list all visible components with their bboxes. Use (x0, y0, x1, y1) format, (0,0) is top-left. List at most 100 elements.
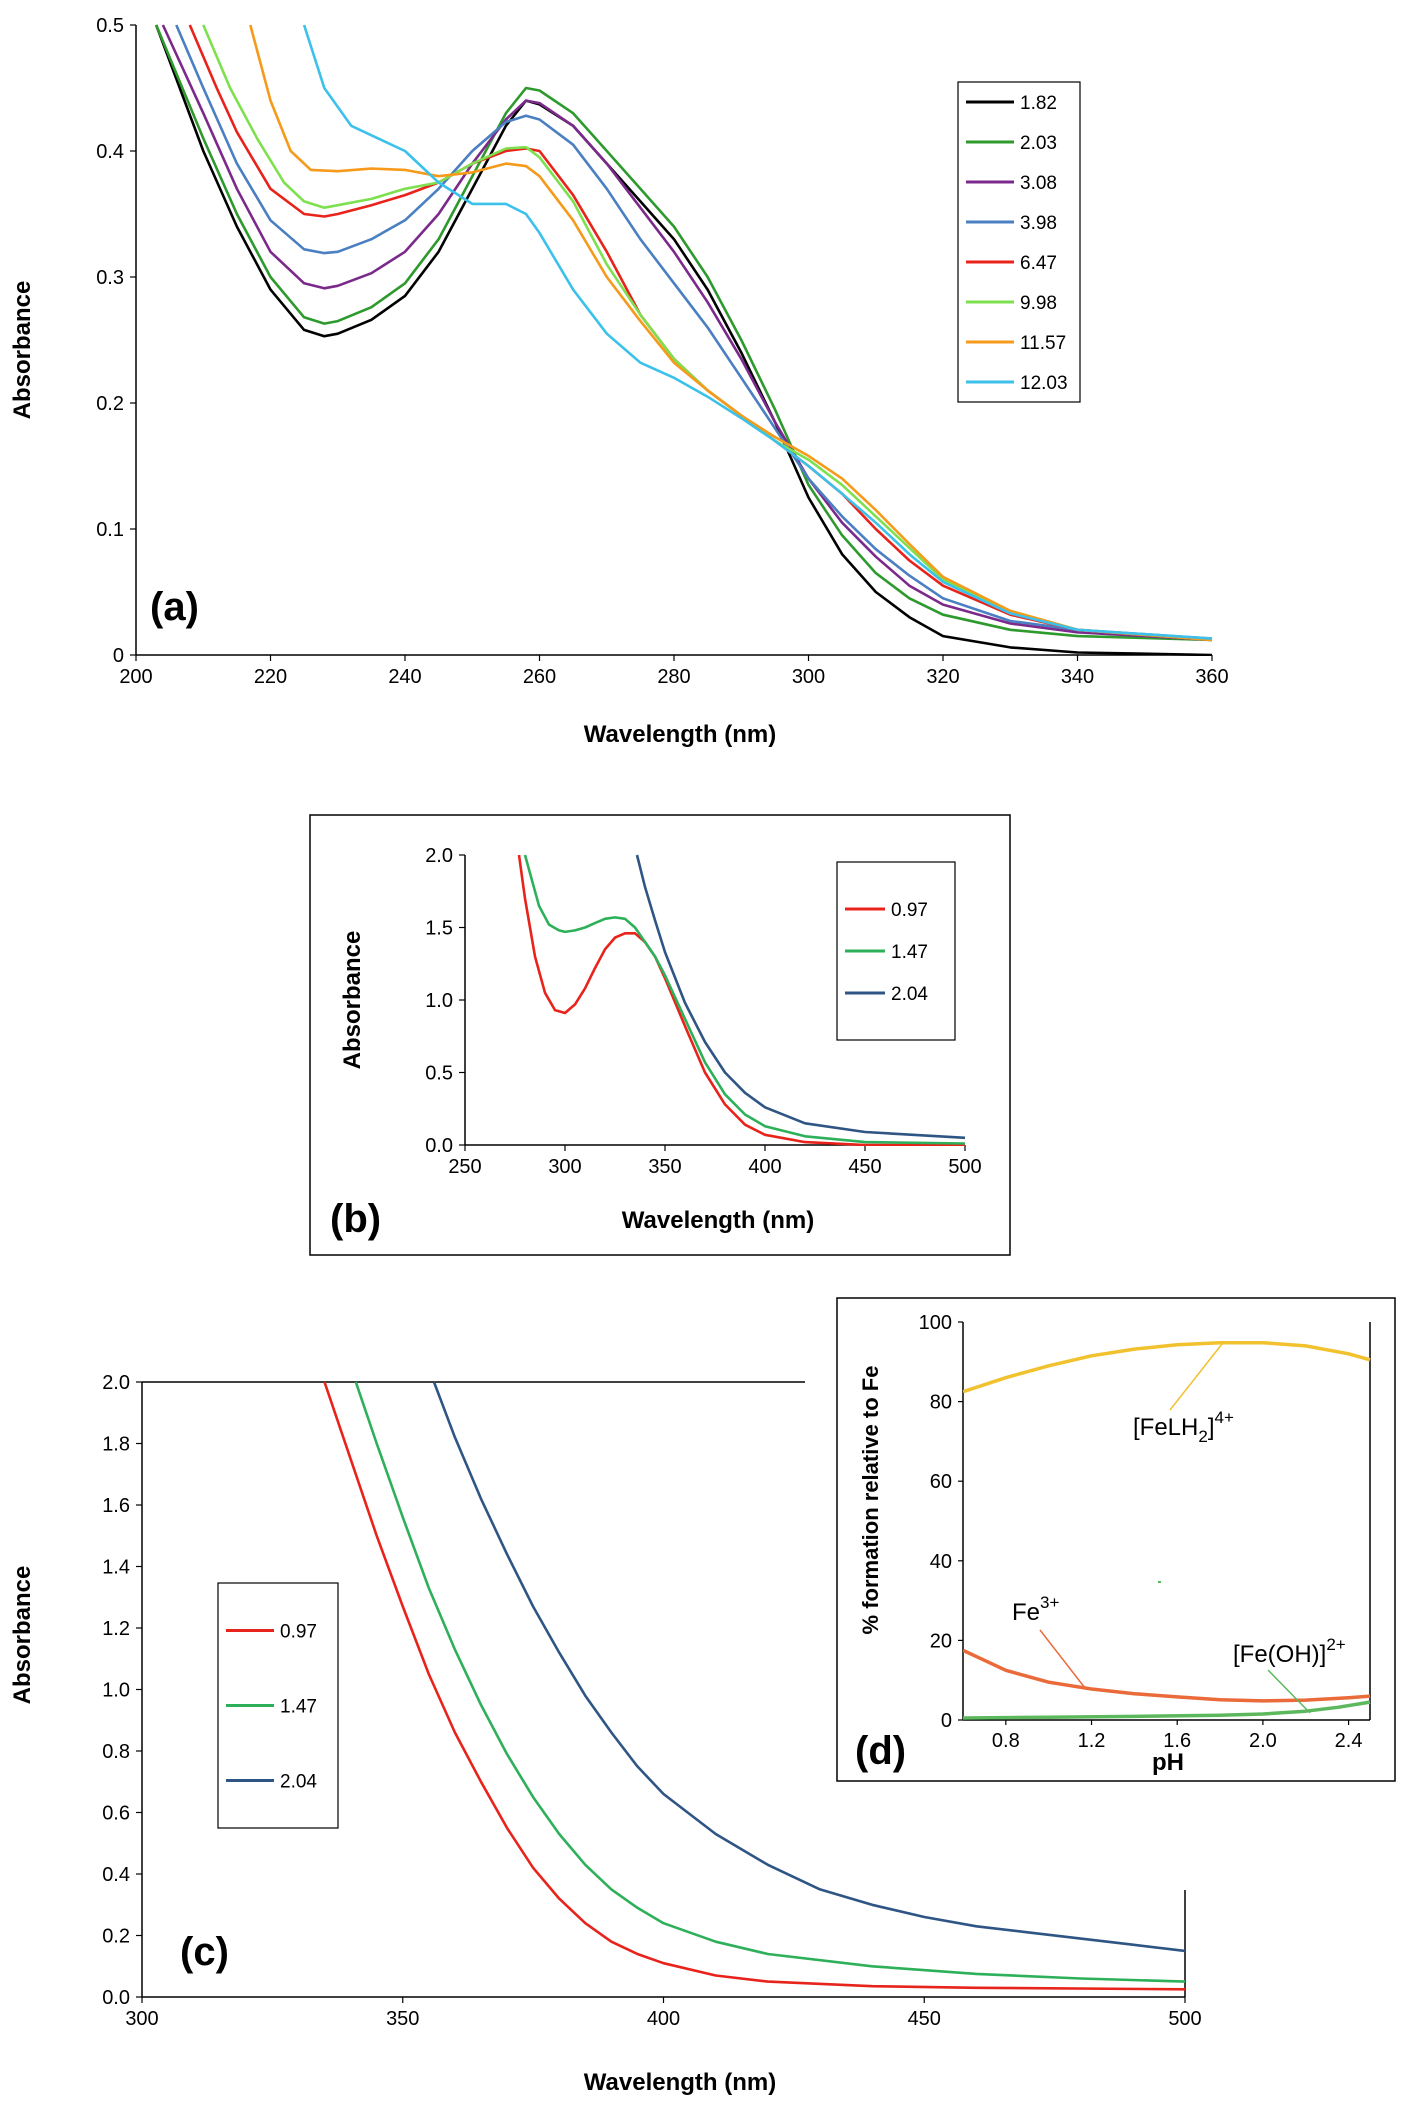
panel-c-legend-label: 0.97 (280, 1622, 317, 1643)
panel-d-ytick-label: 40 (930, 1551, 952, 1573)
panel-b-legend-label: 0.97 (891, 900, 928, 921)
panel-b-ytick-label: 0.0 (425, 1135, 453, 1157)
panel-d-annotation-fe3: Fe3+ (1012, 1593, 1059, 1626)
panel-d-xlabel: pH (1152, 1749, 1184, 1776)
panel-d-annotation-fe3-leader (1039, 1629, 1086, 1689)
panel-a-series-9-98 (202, 24, 1213, 642)
panel-d-ytick-label: 20 (930, 1630, 952, 1652)
panel-b-ytick-label: 1.0 (425, 990, 453, 1012)
panel-c-ylabel: Absorbance (9, 1566, 36, 1705)
panel-b-ytick-label: 1.5 (425, 918, 453, 940)
panel-a-series-6-47 (188, 24, 1213, 642)
panel-b-xtick-label: 450 (848, 1156, 881, 1178)
panel-a-xtick-label: 280 (657, 666, 690, 688)
panel-a-legend-label: 3.08 (1020, 173, 1057, 194)
panel-a-series-3-98 (175, 24, 1213, 640)
panel-d-xtick-label: 2.4 (1335, 1730, 1363, 1752)
panel-a-legend-label: 6.47 (1020, 253, 1057, 274)
panel-c-ytick-label: 1.2 (102, 1618, 130, 1640)
panel-b-series-2-04 (635, 854, 966, 1140)
panel-b-legend-label: 2.04 (891, 984, 928, 1005)
panel-c-xtick-label: 450 (908, 2008, 941, 2030)
panel-c-ytick-label: 0.0 (102, 1987, 130, 2009)
panel-a-legend-label: 12.03 (1020, 373, 1068, 394)
panel-d-series--Fe-OH-2- (963, 1700, 1371, 1720)
panel-b-ylabel: Absorbance (339, 931, 366, 1070)
panel-b-xtick-label: 300 (548, 1156, 581, 1178)
panel-d-series-Fe3- (963, 1648, 1371, 1703)
panel-b-legend-label: 1.47 (891, 942, 928, 963)
panel-c-xtick-label: 300 (125, 2008, 158, 2030)
panel-d-xtick-label: 1.6 (1163, 1730, 1191, 1752)
panel-a-xtick-label: 300 (792, 666, 825, 688)
panel-c-series-2-04 (432, 1381, 1186, 1953)
panel-c-xtick-label: 350 (386, 2008, 419, 2030)
panel-d-annotation-feoh: [Fe(OH)]2+ (1233, 1635, 1346, 1668)
panel-a-xtick-label: 340 (1061, 666, 1094, 688)
panel-c-ytick-label: 0.8 (102, 1741, 130, 1763)
panel-c-ytick-label: 0.6 (102, 1803, 130, 1825)
panel-a-xtick-label: 220 (254, 666, 287, 688)
panel-b-frame (309, 814, 1011, 1256)
panel-a-ytick-label: 0 (113, 645, 124, 667)
panel-c: (c) Wavelength (nm) Absorbance 0.0 0.2 0.4… (9, 1372, 1202, 2096)
panel-a-ytick-label: 0.3 (96, 267, 124, 289)
panel-c-xtick-label: 500 (1168, 2008, 1201, 2030)
panel-a-ytick-label: 0.5 (96, 15, 124, 37)
panel-a-ytick-label: 0.1 (96, 519, 124, 541)
panel-d-ytick-label: 100 (919, 1312, 952, 1334)
panel-a-series-2-03 (154, 24, 1213, 642)
panel-b: (b) Wavelength (nm) Absorbance 0.0 0.5 1.0… (309, 814, 1011, 1256)
panel-d-ytick-label: 60 (930, 1471, 952, 1493)
panel-d-label: (d) (855, 1729, 906, 1773)
panel-a: (a) Wavelength (nm) Absorbance 0 0.1 0.2 0.… (9, 15, 1229, 748)
panel-b-series-1-47 (523, 854, 966, 1145)
panel-a-series-11-57 (249, 24, 1213, 642)
panel-c-ytick-label: 2.0 (102, 1372, 130, 1394)
panel-d-xtick-label: 0.8 (992, 1730, 1020, 1752)
panel-a-series-12-03 (302, 24, 1213, 640)
panel-a-xtick-label: 260 (523, 666, 556, 688)
panel-d-xtick-label: 1.2 (1078, 1730, 1106, 1752)
panel-a-legend-label: 2.03 (1020, 133, 1057, 154)
panel-b-label: (b) (330, 1197, 381, 1241)
panel-d: (d) pH % formation relative to Fe 0 20 40 6… (836, 1297, 1396, 1782)
panel-c-ytick-label: 1.4 (102, 1557, 130, 1579)
panel-d-xtick-label: 2.0 (1249, 1730, 1277, 1752)
panel-a-ylabel: Absorbance (9, 281, 36, 420)
panel-c-xtick-label: 400 (647, 2008, 680, 2030)
panel-b-xtick-label: 350 (648, 1156, 681, 1178)
panel-d-annotation-feoh-leader (1267, 1669, 1311, 1714)
panel-a-legend-label: 11.57 (1020, 333, 1066, 354)
panel-a-xtick-label: 200 (119, 666, 152, 688)
panel-d-plot-area (963, 1322, 1370, 1720)
panel-b-ytick-label: 0.5 (425, 1063, 453, 1085)
panel-c-ytick-label: 1.8 (102, 1434, 130, 1456)
panel-b-xtick-label: 500 (948, 1156, 981, 1178)
panel-c-legend-label: 2.04 (280, 1772, 317, 1793)
panel-b-series-0-97 (517, 854, 965, 1146)
panel-a-xtick-label: 360 (1195, 666, 1228, 688)
panel-a-xtick-label: 240 (388, 666, 421, 688)
panel-c-ytick-label: 0.2 (102, 1926, 130, 1948)
panel-a-legend-box (957, 81, 1081, 403)
panel-c-series-1-47 (354, 1381, 1186, 1983)
panel-d-ytick-label: 80 (930, 1392, 952, 1414)
panel-b-ytick-label: 2.0 (425, 845, 453, 867)
panel-b-xtick-label: 400 (748, 1156, 781, 1178)
panel-a-ytick-label: 0.4 (96, 141, 124, 163)
panel-d-annotation-felh2-leader (1169, 1343, 1223, 1411)
panel-c-series-0-97 (323, 1381, 1186, 1991)
panel-a-xlabel: Wavelength (nm) (584, 721, 776, 748)
panel-d-ytick-label: 0 (941, 1710, 952, 1732)
panel-c-ytick-label: 1.6 (102, 1495, 130, 1517)
panel-a-legend-label: 1.82 (1020, 93, 1057, 114)
panel-a-ytick-label: 0.2 (96, 393, 124, 415)
panel-a-series-3-08 (161, 24, 1213, 642)
panel-a-legend-label: 3.98 (1020, 213, 1057, 234)
panel-c-legend-label: 1.47 (280, 1697, 317, 1718)
panel-c-ytick-label: 0.4 (102, 1864, 130, 1886)
panel-d-annotation-felh2: [FeLH2]4+ (1133, 1408, 1234, 1446)
panel-b-xtick-label: 250 (448, 1156, 481, 1178)
